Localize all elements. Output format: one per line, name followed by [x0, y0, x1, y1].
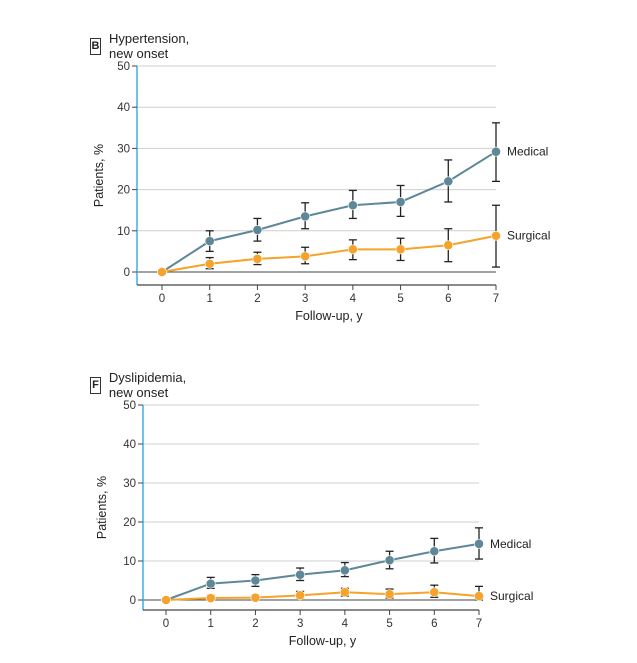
x-tick-label: 5 [397, 293, 403, 305]
x-tick-label: 3 [297, 618, 303, 630]
chart-plot: 0 10 20 30 40 50 0 1 2 3 4 5 6 7 Follow-up, y Patients,… [95, 400, 533, 648]
series-label: Surgical [507, 229, 550, 243]
data-point [429, 546, 440, 557]
chart-plot: 0 10 20 30 40 50 0 1 2 3 4 5 6 7 Follow-up, y Patients,… [92, 61, 550, 323]
data-point [250, 575, 261, 586]
data-point [491, 146, 501, 157]
series-line [165, 591, 480, 601]
data-point [205, 593, 216, 603]
x-tick-label: 2 [252, 618, 258, 630]
y-tick-label: 10 [123, 556, 136, 568]
y-tick-label: 10 [117, 226, 130, 238]
x-tick-label: 1 [208, 618, 214, 630]
x-tick-label: 4 [350, 293, 357, 305]
chart-title: Dyslipidemia, new onset [108, 370, 187, 400]
x-tick-label: 6 [445, 293, 451, 305]
data-point [384, 555, 395, 566]
data-point [443, 176, 454, 187]
data-point [395, 197, 406, 207]
data-point [347, 200, 358, 211]
series-line [165, 542, 480, 601]
y-tick-label: 50 [117, 61, 130, 73]
series-line [161, 150, 497, 273]
x-tick-label: 0 [163, 618, 169, 630]
x-axis-title: Follow-up, y [295, 309, 363, 323]
series-label: Medical [490, 537, 531, 551]
x-tick-label: 6 [431, 618, 437, 630]
data-point [161, 595, 171, 605]
x-tick-label: 7 [493, 293, 499, 305]
y-axis-title: Patients, % [95, 476, 109, 539]
data-point [204, 236, 215, 246]
x-tick-label: 0 [159, 293, 165, 305]
series-line [161, 234, 497, 273]
data-point [339, 565, 350, 576]
data-point [205, 578, 216, 589]
x-tick-label: 1 [207, 293, 213, 305]
data-point [339, 587, 350, 598]
data-point [443, 240, 454, 251]
data-point [300, 211, 311, 222]
data-point [295, 569, 306, 580]
data-point [474, 538, 484, 549]
chart-title: Hypertension, new onset [109, 31, 190, 61]
y-tick-label: 20 [117, 185, 130, 197]
data-point [252, 225, 263, 235]
data-point [300, 251, 311, 262]
x-tick-label: 4 [342, 618, 349, 630]
data-point [474, 591, 484, 601]
y-axis-title: Patients, % [92, 144, 106, 207]
panel-header: B Hypertension, new onset [90, 31, 195, 61]
y-tick-label: 30 [117, 143, 130, 155]
panel-letter: F [90, 376, 101, 394]
data-point [252, 253, 263, 264]
y-tick-label: 40 [123, 439, 136, 451]
series-label: Medical [507, 145, 548, 159]
y-tick-label: 40 [117, 102, 130, 114]
panel-header: F Dyslipidemia, new onset [90, 370, 192, 400]
data-point [347, 244, 358, 255]
x-tick-label: 3 [302, 293, 308, 305]
data-point [491, 230, 501, 241]
data-point [250, 592, 261, 603]
data-point [429, 587, 440, 598]
y-tick-label: 0 [124, 267, 130, 279]
data-point [157, 267, 167, 277]
data-point [295, 590, 306, 601]
x-tick-label: 7 [476, 618, 482, 630]
data-point [384, 589, 395, 600]
y-tick-label: 0 [130, 595, 136, 607]
y-tick-label: 20 [123, 517, 136, 529]
data-point [395, 244, 406, 255]
series-label: Surgical [490, 589, 533, 603]
y-tick-label: 50 [123, 400, 136, 412]
panel-letter: B [90, 37, 102, 55]
x-axis-title: Follow-up, y [289, 634, 357, 648]
x-tick-label: 2 [254, 293, 260, 305]
x-tick-label: 5 [386, 618, 392, 630]
data-point [204, 258, 215, 269]
y-tick-label: 30 [123, 478, 136, 490]
